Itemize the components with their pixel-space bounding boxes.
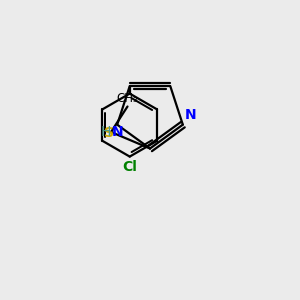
Text: CH₃: CH₃ [117, 92, 138, 105]
Text: Cl: Cl [122, 160, 137, 174]
Text: N: N [185, 108, 197, 122]
Text: N: N [112, 125, 123, 139]
Text: S: S [104, 126, 114, 140]
Text: H: H [100, 125, 111, 139]
